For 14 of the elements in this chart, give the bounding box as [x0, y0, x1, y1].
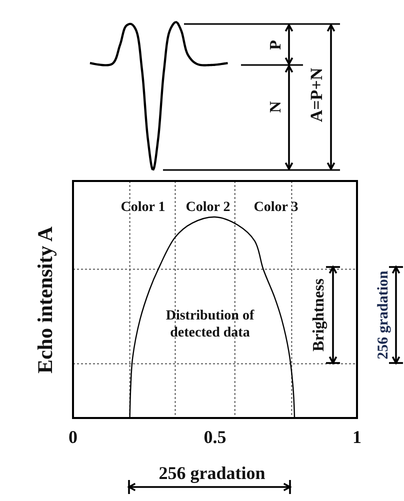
- x-tick-label: 0: [68, 426, 78, 447]
- x-tick-label: 1: [352, 426, 362, 447]
- annotation: Distribution of detected data: [166, 308, 254, 341]
- y-axis-title: Echo intensity A: [33, 226, 57, 374]
- text: N: [268, 100, 285, 113]
- text: A=P+N: [306, 67, 326, 122]
- x-tick-label: 0.5: [204, 426, 226, 447]
- text: Color 3: [254, 200, 298, 216]
- text: Color 1: [120, 200, 166, 216]
- text: P: [268, 40, 285, 50]
- text: Color 2: [186, 200, 230, 216]
- text: 256 gradation: [158, 463, 266, 484]
- text: 256 gradation: [375, 270, 392, 360]
- annotation: Brightness: [310, 278, 328, 352]
